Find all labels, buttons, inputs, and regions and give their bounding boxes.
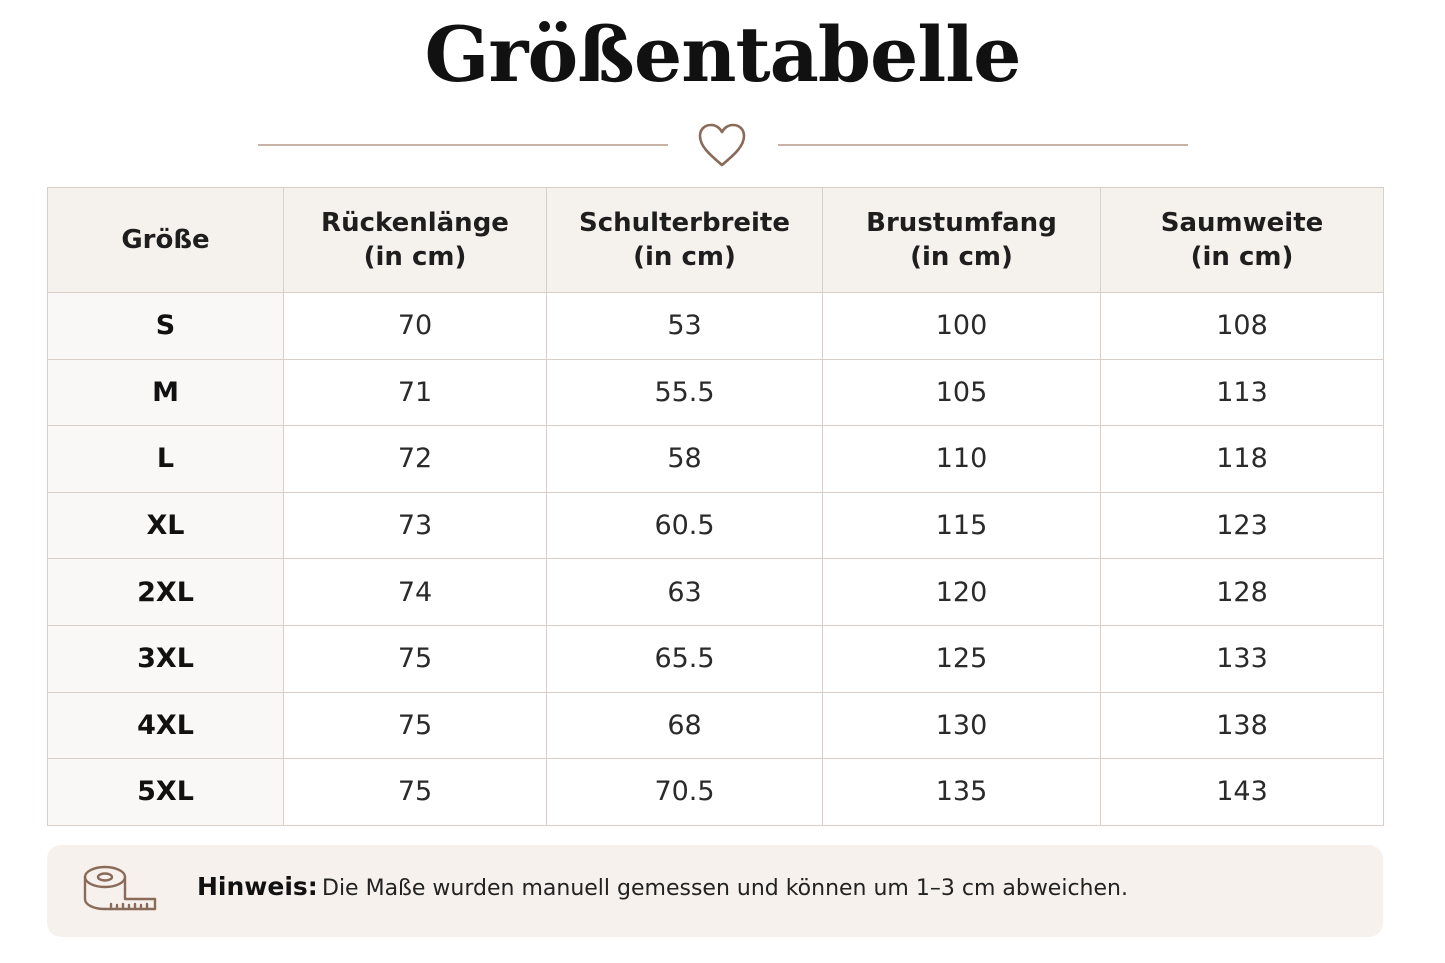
column-header-label: Saumweite — [1160, 208, 1324, 238]
column-header-back-length: Rückenlänge (in cm) — [283, 187, 547, 293]
shoulder-width-cell: 65.5 — [546, 624, 823, 693]
shoulder-width-cell: 53 — [546, 292, 823, 360]
column-header-label: Größe — [121, 225, 210, 255]
column-header-label: Schulterbreite — [579, 208, 790, 238]
column-header-hem-width: Saumweite (in cm) — [1100, 187, 1384, 293]
hem-width-cell: 138 — [1100, 691, 1384, 760]
column-header-shoulder-width: Schulterbreite (in cm) — [546, 187, 823, 293]
table-header-row: Größe Rückenlänge (in cm) Schulterbreite… — [47, 187, 1384, 293]
shoulder-width-cell: 68 — [546, 691, 823, 760]
column-header-unit: (in cm) — [633, 242, 736, 272]
table-row: M 71 55.5 105 113 — [47, 358, 1384, 427]
shoulder-width-cell: 70.5 — [546, 758, 823, 826]
size-cell: XL — [47, 491, 284, 560]
shoulder-width-cell: 60.5 — [546, 491, 823, 560]
table-row: XL 73 60.5 115 123 — [47, 491, 1384, 560]
measuring-tape-icon — [83, 865, 157, 911]
back-length-cell: 74 — [283, 558, 547, 626]
hem-width-cell: 128 — [1100, 558, 1384, 626]
table-row: L 72 58 110 118 — [47, 425, 1384, 493]
column-header-chest: Brustumfang (in cm) — [822, 187, 1101, 293]
hem-width-cell: 113 — [1100, 358, 1384, 427]
chest-cell: 120 — [822, 558, 1101, 626]
hem-width-cell: 133 — [1100, 624, 1384, 693]
shoulder-width-cell: 58 — [546, 425, 823, 493]
chest-cell: 110 — [822, 425, 1101, 493]
back-length-cell: 75 — [283, 624, 547, 693]
table-row: 4XL 75 68 130 138 — [47, 691, 1384, 760]
heart-icon — [698, 123, 746, 167]
table-row: 2XL 74 63 120 128 — [47, 558, 1384, 626]
chest-cell: 135 — [822, 758, 1101, 826]
note-text: Die Maße wurden manuell gemessen und kön… — [322, 876, 1128, 901]
size-cell: 2XL — [47, 558, 284, 626]
size-table: Größe Rückenlänge (in cm) Schulterbreite… — [47, 187, 1384, 826]
divider-line-right — [778, 144, 1188, 146]
column-header-unit: (in cm) — [1190, 242, 1294, 272]
size-cell: 4XL — [47, 691, 284, 760]
chest-cell: 130 — [822, 691, 1101, 760]
back-length-cell: 75 — [283, 691, 547, 760]
hem-width-cell: 118 — [1100, 425, 1384, 493]
shoulder-width-cell: 55.5 — [546, 358, 823, 427]
column-header-unit: (in cm) — [910, 242, 1013, 272]
table-row: 3XL 75 65.5 125 133 — [47, 624, 1384, 693]
shoulder-width-cell: 63 — [546, 558, 823, 626]
table-row: S 70 53 100 108 — [47, 292, 1384, 360]
back-length-cell: 73 — [283, 491, 547, 560]
table-row: 5XL 75 70.5 135 143 — [47, 758, 1384, 826]
size-cell: 5XL — [47, 758, 284, 826]
page-title: Größentabelle — [424, 10, 1022, 99]
column-header-label: Rückenlänge — [321, 208, 509, 238]
divider-line-left — [258, 144, 668, 146]
back-length-cell: 70 — [283, 292, 547, 360]
hem-width-cell: 143 — [1100, 758, 1384, 826]
hem-width-cell: 108 — [1100, 292, 1384, 360]
size-cell: M — [47, 358, 284, 427]
column-header-unit: (in cm) — [363, 242, 467, 272]
chest-cell: 125 — [822, 624, 1101, 693]
chest-cell: 105 — [822, 358, 1101, 427]
column-header-label: Brustumfang — [866, 208, 1057, 238]
back-length-cell: 72 — [283, 425, 547, 493]
hem-width-cell: 123 — [1100, 491, 1384, 560]
note-box: Hinweis: Die Maße wurden manuell gemesse… — [47, 845, 1383, 937]
back-length-cell: 71 — [283, 358, 547, 427]
note-label: Hinweis: — [197, 872, 318, 901]
size-cell: S — [47, 292, 284, 360]
chest-cell: 100 — [822, 292, 1101, 360]
size-cell: L — [47, 425, 284, 493]
chest-cell: 115 — [822, 491, 1101, 560]
size-cell: 3XL — [47, 624, 284, 693]
back-length-cell: 75 — [283, 758, 547, 826]
column-header-size: Größe — [47, 187, 284, 293]
